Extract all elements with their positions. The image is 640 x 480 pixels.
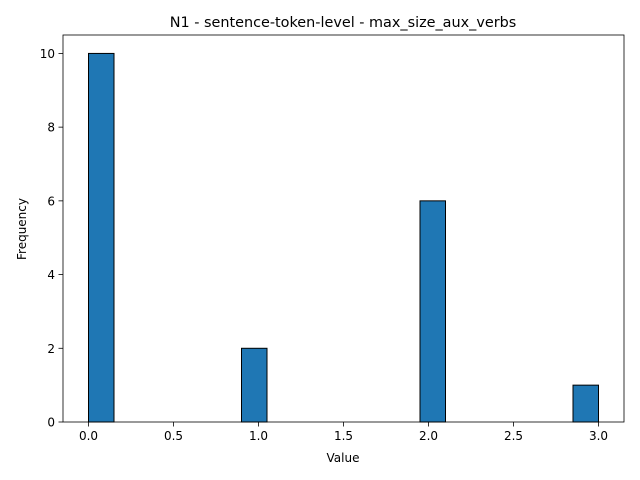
histogram-bar-1 bbox=[241, 347, 268, 423]
y-axis-ticks: 0 2 4 6 8 10 bbox=[40, 47, 63, 430]
y-tick-label: 4 bbox=[47, 268, 55, 282]
histogram-bar-2 bbox=[419, 200, 446, 423]
x-tick-label: 1.0 bbox=[249, 429, 268, 443]
x-axis-ticks: 0.0 0.5 1.0 1.5 2.0 2.5 3.0 bbox=[79, 422, 608, 443]
y-tick-label: 10 bbox=[40, 47, 55, 61]
x-axis-label: Value bbox=[327, 451, 360, 465]
x-tick-label: 1.5 bbox=[334, 429, 353, 443]
bars-group bbox=[88, 52, 599, 423]
x-tick-label: 2.5 bbox=[504, 429, 523, 443]
chart-title: N1 - sentence-token-level - max_size_aux… bbox=[170, 15, 517, 31]
x-tick-label: 0.0 bbox=[79, 429, 98, 443]
y-tick-label: 2 bbox=[47, 342, 55, 356]
x-tick-label: 2.0 bbox=[419, 429, 438, 443]
y-tick-label: 8 bbox=[47, 121, 55, 135]
y-tick-label: 0 bbox=[47, 416, 55, 430]
x-tick-label: 3.0 bbox=[589, 429, 608, 443]
plot-frame bbox=[62, 34, 625, 423]
y-axis-label: Frequency bbox=[15, 198, 29, 260]
histogram-bar-0 bbox=[88, 52, 115, 423]
histogram-bar-3 bbox=[572, 384, 599, 423]
y-tick-label: 6 bbox=[47, 194, 55, 208]
x-tick-label: 0.5 bbox=[164, 429, 183, 443]
